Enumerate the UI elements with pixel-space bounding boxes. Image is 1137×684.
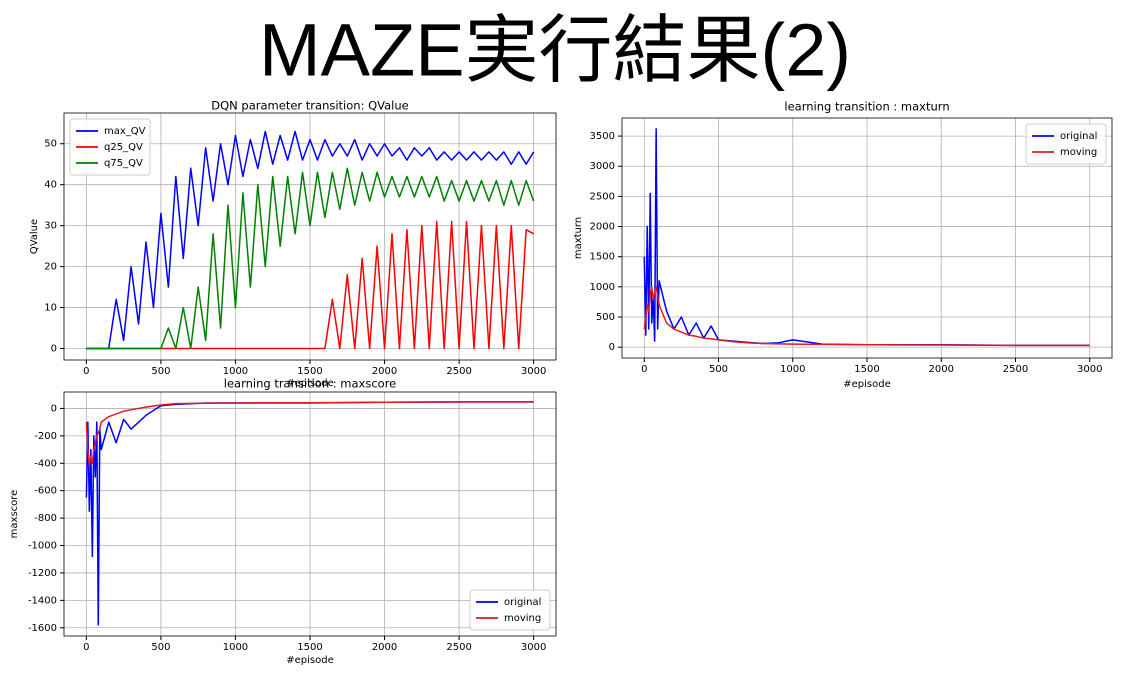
y-tick-label: -1400 <box>28 595 57 606</box>
legend-box <box>69 118 151 176</box>
y-axis-label: maxscore <box>9 490 20 539</box>
x-tick-label: 500 <box>151 366 170 377</box>
legend-label: q25_QV <box>104 142 143 153</box>
x-tick-label: 1000 <box>223 366 248 377</box>
y-tick-label: -800 <box>34 513 57 524</box>
plot-frame <box>63 391 557 637</box>
legend-label: max_QV <box>104 126 146 137</box>
y-axis-label: maxturn <box>573 217 584 259</box>
plot-frame <box>621 117 1113 359</box>
chart-title: DQN parameter transition: QValue <box>211 99 408 113</box>
x-tick-label: 3000 <box>521 642 546 653</box>
y-tick-label: 1000 <box>590 282 615 293</box>
y-tick-label: -200 <box>34 431 57 442</box>
data-line <box>86 130 535 350</box>
legend-box <box>1025 123 1107 165</box>
legend-label: original <box>504 597 541 608</box>
y-tick-label: 2500 <box>590 191 615 202</box>
x-tick-label: 3000 <box>521 366 546 377</box>
y-axis-label: QValue <box>29 219 40 254</box>
legend-box <box>469 589 551 631</box>
plot-frame <box>63 112 557 361</box>
x-tick-label: 2000 <box>372 642 397 653</box>
chart: 0 500 1000 1500 2000 2500 3000 -1600 -1400 -1200 -… <box>9 391 557 666</box>
y-tick-label: -600 <box>34 486 57 497</box>
data-line <box>643 286 1090 347</box>
y-tick-label: 3000 <box>590 161 615 172</box>
y-tick-label: -400 <box>34 458 57 469</box>
y-tick-label: 10 <box>44 303 57 314</box>
x-tick-label: 1500 <box>297 642 322 653</box>
slide-title: MAZE実行結果(2) <box>259 9 851 92</box>
x-tick-label: 500 <box>151 642 170 653</box>
y-tick-label: -1000 <box>28 541 57 552</box>
x-tick-label: 1000 <box>223 642 248 653</box>
x-tick-label: 2000 <box>372 366 397 377</box>
y-tick-label: 3500 <box>590 131 615 142</box>
legend-label: original <box>1060 131 1097 142</box>
legend-label: q75_QV <box>104 158 143 169</box>
x-tick-label: 2500 <box>1003 364 1028 375</box>
y-tick-label: 50 <box>44 139 57 150</box>
chart: 0 500 1000 1500 2000 2500 3000 0 500 1000 1500 2000… <box>573 117 1113 390</box>
y-tick-label: -1200 <box>28 568 57 579</box>
x-tick-label: 500 <box>709 364 728 375</box>
chart-title: learning transition : maxturn <box>784 100 949 114</box>
chart-title: learning transition : maxscore <box>224 377 397 391</box>
y-tick-label: 500 <box>596 312 615 323</box>
y-tick-label: 0 <box>609 342 615 353</box>
x-axis-label: #episode <box>843 379 891 390</box>
x-tick-label: 3000 <box>1077 364 1102 375</box>
x-tick-label: 0 <box>83 366 89 377</box>
y-tick-label: 0 <box>51 403 57 414</box>
x-tick-label: 2000 <box>929 364 954 375</box>
x-tick-label: 2500 <box>446 642 471 653</box>
y-tick-label: 20 <box>44 262 57 273</box>
y-tick-label: 0 <box>51 344 57 355</box>
x-axis-label: #episode <box>286 655 334 666</box>
x-axis-label: #episode <box>286 378 334 389</box>
data-line <box>85 401 534 467</box>
y-tick-label: 30 <box>44 221 57 232</box>
legend-label: moving <box>504 613 541 624</box>
x-tick-label: 1000 <box>780 364 805 375</box>
x-tick-label: 1500 <box>854 364 879 375</box>
y-tick-label: -1600 <box>28 623 57 634</box>
y-tick-label: 2000 <box>590 222 615 233</box>
x-tick-label: 0 <box>83 642 89 653</box>
x-tick-label: 0 <box>641 364 647 375</box>
y-tick-label: 1500 <box>590 252 615 263</box>
x-tick-label: 1500 <box>297 366 322 377</box>
legend-label: moving <box>1060 147 1097 158</box>
data-line <box>86 167 535 350</box>
y-tick-label: 40 <box>44 180 57 191</box>
chart: 0 500 1000 1500 2000 2500 3000 0 10 20 30 40 50 #epis… <box>29 112 557 389</box>
x-tick-label: 2500 <box>446 366 471 377</box>
